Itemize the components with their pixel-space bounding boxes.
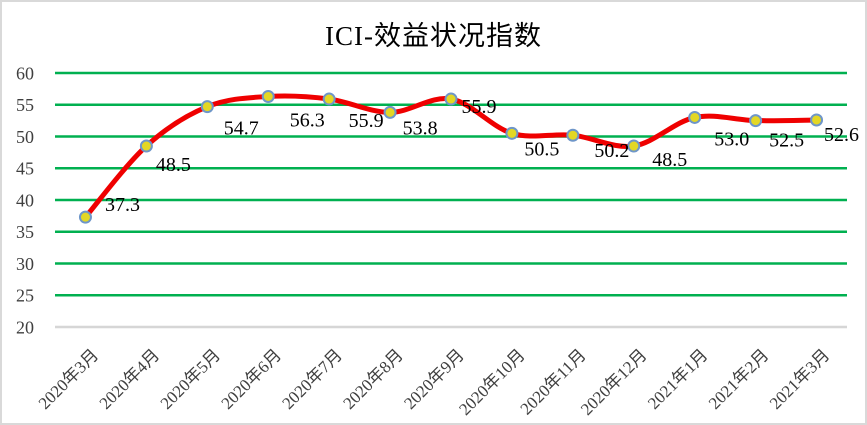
- data-point-marker: [810, 113, 824, 127]
- data-label: 48.5: [652, 149, 687, 171]
- y-axis-tick-label: 25: [16, 286, 34, 306]
- data-point-marker: [749, 114, 763, 128]
- data-label: 55.9: [462, 96, 497, 118]
- data-label: 55.9: [349, 110, 384, 132]
- y-axis-tick-label: 35: [16, 222, 34, 242]
- x-axis-tick-label: 2020年5月: [157, 345, 225, 413]
- data-point-marker: [139, 139, 153, 153]
- data-label: 52.6: [824, 124, 859, 146]
- chart-title: ICI-效益状况指数: [325, 21, 542, 51]
- data-label: 53.0: [714, 128, 749, 150]
- data-point-marker: [261, 89, 275, 103]
- data-point-marker: [444, 92, 458, 106]
- data-point-marker: [688, 110, 702, 124]
- data-point-marker: [322, 92, 336, 106]
- x-axis-tick-label: 2020年7月: [278, 345, 346, 413]
- data-label: 50.2: [594, 140, 629, 162]
- data-point-marker: [78, 210, 92, 224]
- data-label: 56.3: [290, 109, 325, 131]
- data-point-marker: [383, 105, 397, 119]
- data-label: 54.7: [224, 118, 259, 140]
- y-axis-tick-label: 60: [16, 63, 34, 83]
- x-axis-tick-label: 2020年12月: [577, 345, 651, 419]
- data-label: 50.5: [524, 138, 559, 160]
- y-axis-tick-label: 40: [16, 190, 34, 210]
- x-axis-tick-label: 2020年8月: [339, 345, 407, 413]
- x-axis-tick-label: 2021年3月: [766, 345, 834, 413]
- data-point-marker: [200, 100, 214, 114]
- y-axis-tick-label: 30: [16, 254, 34, 274]
- data-point-marker: [505, 126, 519, 140]
- x-axis-tick-label: 2021年1月: [644, 345, 712, 413]
- y-axis-tick-label: 50: [16, 127, 34, 147]
- data-point-marker: [566, 128, 580, 142]
- data-point-marker: [627, 139, 641, 153]
- y-axis-tick-label: 20: [16, 317, 34, 337]
- x-axis-tick-label: 2020年10月: [455, 345, 529, 419]
- y-axis-tick-label: 45: [16, 159, 34, 179]
- x-axis-tick-label: 2020年6月: [218, 345, 286, 413]
- data-label: 52.5: [769, 130, 804, 152]
- x-axis-tick-label: 2020年3月: [35, 345, 103, 413]
- x-axis-tick-label: 2020年4月: [96, 345, 164, 413]
- x-axis-tick-label: 2021年2月: [705, 345, 773, 413]
- data-label: 53.8: [403, 117, 438, 139]
- y-axis-tick-label: 55: [16, 95, 34, 115]
- data-label: 37.3: [105, 194, 140, 216]
- data-label: 48.5: [156, 154, 191, 176]
